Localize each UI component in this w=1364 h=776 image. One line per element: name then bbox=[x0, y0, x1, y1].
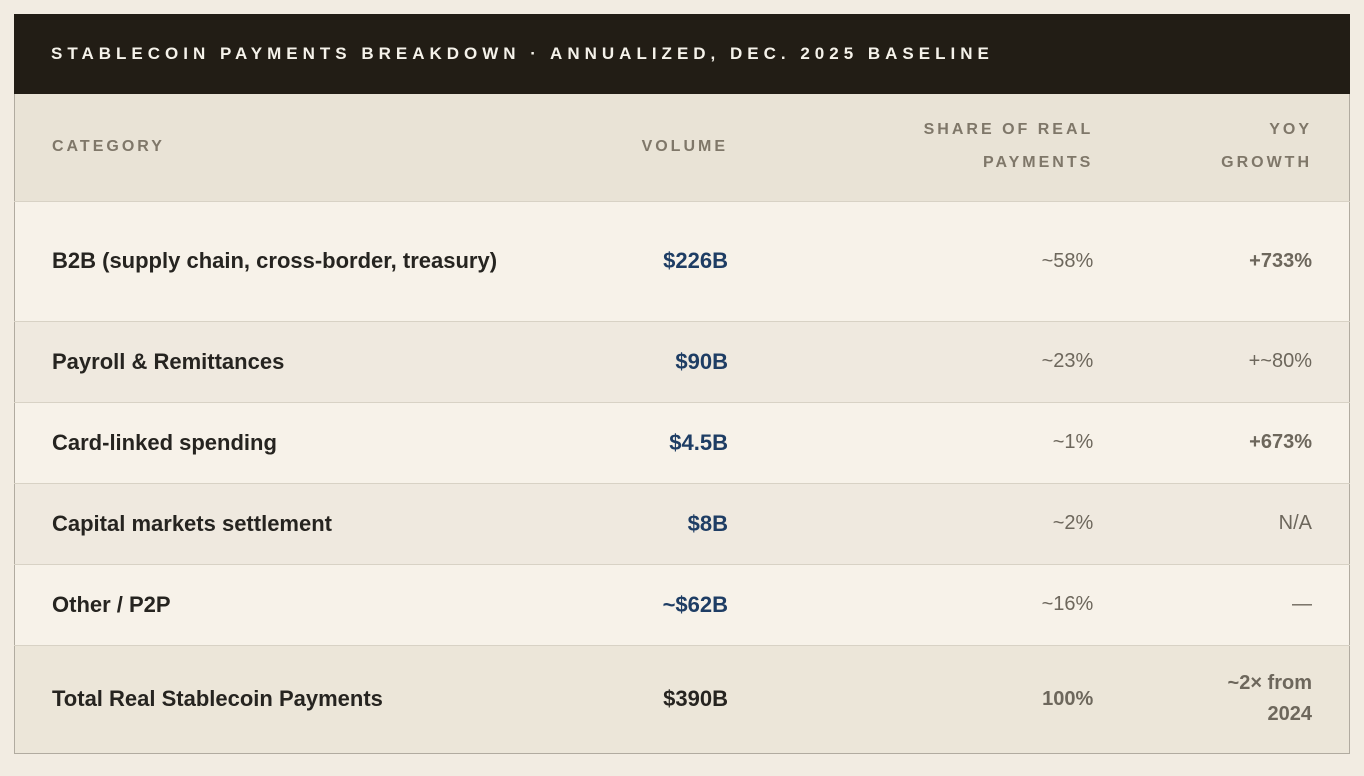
column-header-volume: VOLUME bbox=[612, 94, 729, 201]
column-header-category: CATEGORY bbox=[14, 94, 613, 201]
column-header-share-line2: PAYMENTS bbox=[983, 154, 1094, 172]
category-label: B2B (supply chain, cross-border, treasur… bbox=[52, 248, 498, 274]
yoy-cell: +~80% bbox=[1093, 320, 1350, 402]
total-yoy-line1: ~2× from bbox=[1227, 672, 1312, 694]
category-label: Other / P2P bbox=[52, 591, 171, 617]
total-yoy-line2: 2024 bbox=[1267, 703, 1313, 725]
share-cell: ~16% bbox=[728, 563, 1094, 645]
category-cell: Payroll & Remittances bbox=[14, 320, 613, 402]
volume-cell: $4.5B bbox=[612, 401, 729, 483]
share-cell: ~58% bbox=[728, 200, 1094, 321]
volume-cell: $8B bbox=[612, 482, 729, 564]
total-volume-cell: $390B bbox=[612, 644, 729, 753]
share-cell: ~1% bbox=[728, 401, 1094, 483]
category-cell: Capital markets settlement bbox=[14, 482, 613, 564]
stablecoin-payments-panel: STABLECOIN PAYMENTS BREAKDOWN · ANNUALIZ… bbox=[14, 14, 1350, 762]
category-cell: Other / P2P bbox=[14, 563, 613, 645]
table-row-capital-markets: Capital markets settlement $8B ~2% N/A bbox=[14, 482, 1350, 564]
total-category-cell: Total Real Stablecoin Payments bbox=[14, 644, 613, 753]
total-category-label: Total Real Stablecoin Payments bbox=[52, 686, 383, 712]
yoy-cell: N/A bbox=[1093, 482, 1350, 564]
volume-cell: $90B bbox=[612, 320, 729, 402]
table-row-b2b: B2B (supply chain, cross-border, treasur… bbox=[14, 200, 1350, 321]
column-header-yoy-line1: YOY bbox=[1269, 121, 1312, 139]
table-row-card-linked: Card-linked spending $4.5B ~1% +673% bbox=[14, 401, 1350, 483]
category-label: Capital markets settlement bbox=[52, 510, 332, 536]
yoy-cell: +733% bbox=[1093, 200, 1350, 321]
stablecoin-payments-table: CATEGORY VOLUME SHARE OF REAL PAYMENTS Y… bbox=[14, 94, 1350, 754]
page-title: STABLECOIN PAYMENTS BREAKDOWN · ANNUALIZ… bbox=[51, 44, 994, 63]
column-header-share: SHARE OF REAL PAYMENTS bbox=[728, 94, 1094, 201]
column-header-yoy: YOY GROWTH bbox=[1093, 94, 1350, 201]
table-row-payroll: Payroll & Remittances $90B ~23% +~80% bbox=[14, 320, 1350, 402]
total-yoy-cell: ~2× from 2024 bbox=[1093, 644, 1350, 753]
yoy-cell: +673% bbox=[1093, 401, 1350, 483]
column-header-share-line1: SHARE OF REAL bbox=[923, 121, 1094, 139]
column-header-row: CATEGORY VOLUME SHARE OF REAL PAYMENTS Y… bbox=[14, 94, 1350, 201]
table-row-other-p2p: Other / P2P ~$62B ~16% — bbox=[14, 563, 1350, 645]
total-share-cell: 100% bbox=[728, 644, 1094, 753]
yoy-cell: — bbox=[1093, 563, 1350, 645]
table-title-bar: STABLECOIN PAYMENTS BREAKDOWN · ANNUALIZ… bbox=[14, 14, 1350, 94]
table-row-total: Total Real Stablecoin Payments $390B 100… bbox=[14, 644, 1350, 753]
volume-cell: $226B bbox=[612, 200, 729, 321]
category-cell: B2B (supply chain, cross-border, treasur… bbox=[14, 200, 613, 321]
share-cell: ~23% bbox=[728, 320, 1094, 402]
category-label: Payroll & Remittances bbox=[52, 348, 285, 374]
share-cell: ~2% bbox=[728, 482, 1094, 564]
column-header-yoy-line2: GROWTH bbox=[1221, 154, 1312, 172]
volume-cell: ~$62B bbox=[612, 563, 729, 645]
category-cell: Card-linked spending bbox=[14, 401, 613, 483]
category-label: Card-linked spending bbox=[52, 429, 277, 455]
